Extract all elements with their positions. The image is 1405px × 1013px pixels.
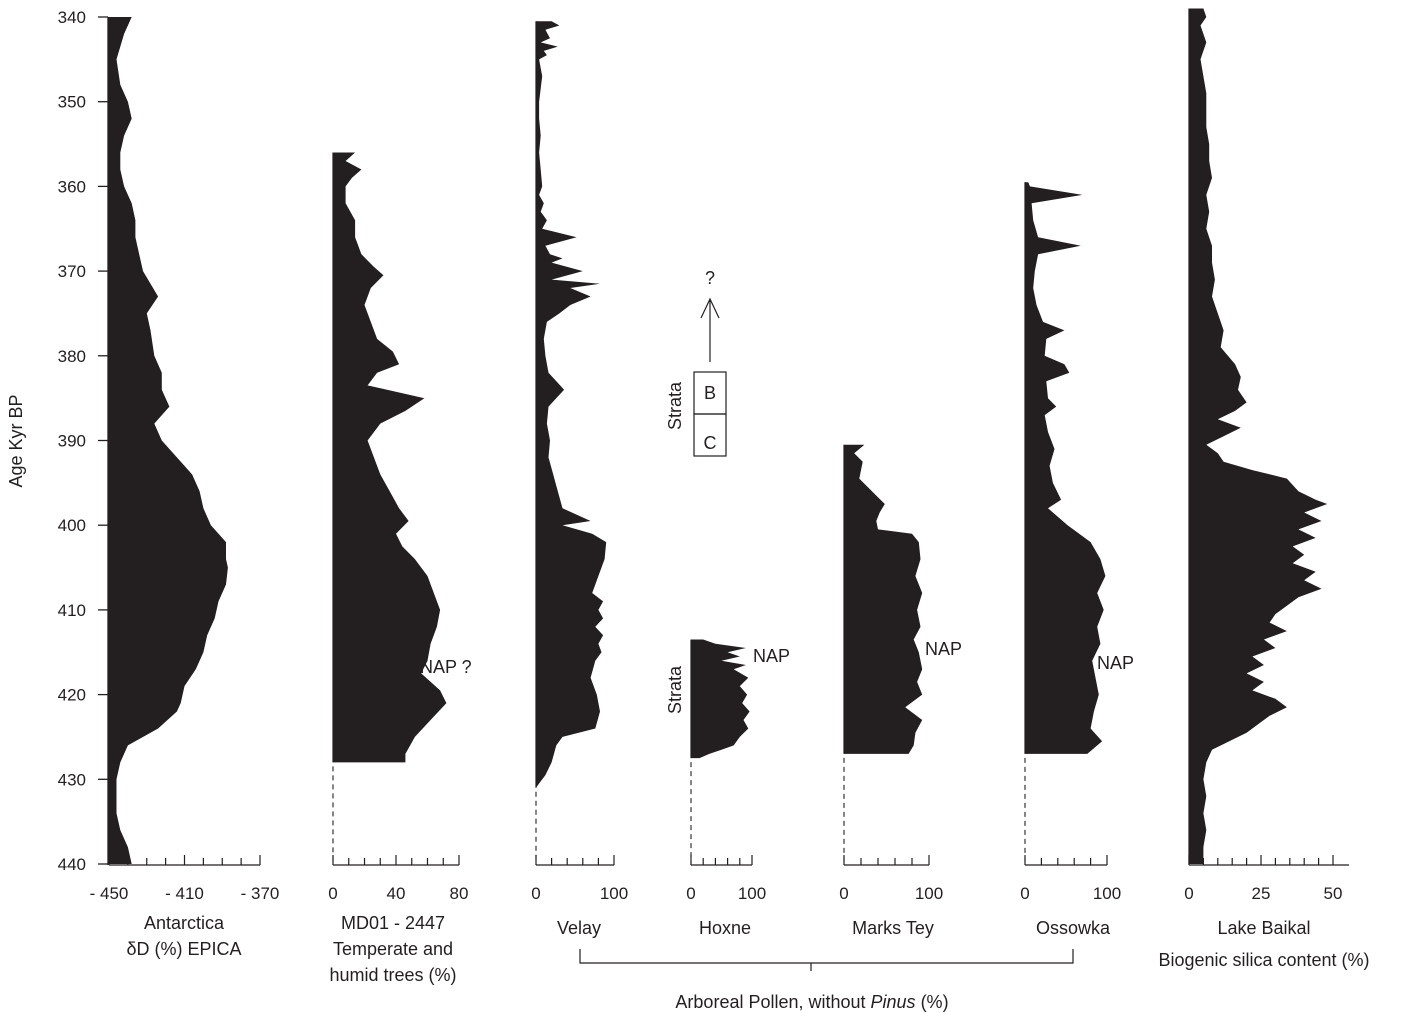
- epica-x-axis: - 450 - 410 - 370: [90, 17, 280, 903]
- md01-x-axis: 0 40 80: [328, 152, 469, 903]
- markstey-area: [844, 444, 923, 754]
- y-tick-label-5: 390: [58, 432, 86, 451]
- hoxne-area: [691, 639, 750, 759]
- ossowka-title: Ossowka: [1036, 918, 1111, 938]
- hoxne-x-tick-label-0: 0: [686, 884, 695, 903]
- baikal-x-axis: 0 25 50: [1184, 8, 1349, 903]
- markstey-title: Marks Tey: [852, 918, 934, 938]
- strata-box: ? B C Strata: [665, 268, 727, 457]
- hoxne-x-tick-label-1: 100: [738, 884, 766, 903]
- md01-title-line-2: Temperate and: [333, 939, 453, 959]
- strata-question-mark: ?: [705, 268, 715, 288]
- markstey-x-axis: 0 100: [839, 444, 943, 903]
- y-tick-label-10: 440: [58, 855, 86, 874]
- md01-x-tick-label-0: 0: [328, 884, 337, 903]
- arboreal-pollen-label-prefix: Arboreal Pollen, without: [675, 992, 870, 1012]
- md01-area: [333, 152, 447, 763]
- hoxne-x-axis: 0 100: [686, 639, 766, 903]
- baikal-title-line-2: Biogenic silica content (%): [1158, 950, 1369, 970]
- arboreal-pollen-label-italic: Pinus: [871, 992, 916, 1012]
- y-tick-label-0: 340: [58, 8, 86, 27]
- epica-x-tick-label-0: - 450: [90, 884, 129, 903]
- panel-md01: 0 40 80 MD01 - 2447 Temperate and humid tr…: [328, 152, 472, 985]
- arboreal-pollen-label-suffix: (%): [916, 992, 949, 1012]
- ossowka-annotation: NAP: [1097, 653, 1134, 673]
- markstey-x-tick-label-1: 100: [915, 884, 943, 903]
- ossowka-area: [1025, 182, 1106, 754]
- md01-title-line-3: humid trees (%): [329, 965, 456, 985]
- panel-epica: - 450 - 410 - 370 Antarctica δD (%) EPICA: [90, 17, 280, 959]
- panel-markstey: 0 100 Marks Tey NAP: [839, 444, 962, 938]
- strata-box-b-label: B: [704, 383, 716, 403]
- hoxne-title: Hoxne: [699, 918, 751, 938]
- y-tick-label-6: 400: [58, 516, 86, 535]
- arboreal-pollen-bracket: Arboreal Pollen, without Pinus (%): [579, 949, 1074, 1012]
- y-axis-label: Age Kyr BP: [6, 394, 26, 487]
- y-axis-ticks: 340 350 360 370 380 390 400 410 420 430 440: [58, 8, 108, 874]
- y-tick-label-3: 370: [58, 262, 86, 281]
- baikal-area: [1189, 8, 1328, 864]
- y-tick-label-7: 410: [58, 601, 86, 620]
- panel-baikal: 0 25 50 Lake Baikal Biogenic silica conten…: [1158, 8, 1370, 970]
- hoxne-strata-label: Strata: [665, 665, 685, 714]
- y-axis: 340 350 360 370 380 390 400 410 420 430 440 Age Ky…: [6, 8, 109, 874]
- epica-title-line-2: δD (%) EPICA: [126, 939, 241, 959]
- panel-velay: 0 100 Velay: [531, 21, 628, 938]
- y-tick-label-1: 350: [58, 93, 86, 112]
- y-tick-label-4: 380: [58, 347, 86, 366]
- bracket-line: [579, 949, 1074, 971]
- baikal-title-line-1: Lake Baikal: [1217, 918, 1310, 938]
- velay-x-tick-label-0: 0: [531, 884, 540, 903]
- ossowka-x-tick-label-1: 100: [1093, 884, 1121, 903]
- panel-hoxne: 0 100 Hoxne NAP Strata: [665, 639, 790, 938]
- md01-x-tick-label-1: 40: [387, 884, 406, 903]
- markstey-x-tick-label-0: 0: [839, 884, 848, 903]
- y-tick-label-9: 430: [58, 770, 86, 789]
- panel-ossowka: 0 100 Ossowka NAP: [1020, 182, 1134, 938]
- arboreal-pollen-label: Arboreal Pollen, without Pinus (%): [675, 992, 948, 1012]
- strata-box-c-label: C: [704, 433, 717, 453]
- velay-title: Velay: [557, 918, 601, 938]
- velay-x-tick-label-1: 100: [600, 884, 628, 903]
- epica-x-tick-label-1: - 410: [165, 884, 204, 903]
- md01-annotation: NAP ?: [420, 657, 472, 677]
- epica-x-tick-label-2: - 370: [241, 884, 280, 903]
- strata-box-c: [693, 413, 727, 457]
- epica-title-line-1: Antarctica: [144, 913, 225, 933]
- baikal-x-tick-label-2: 50: [1324, 884, 1343, 903]
- md01-x-tick-label-2: 80: [450, 884, 469, 903]
- velay-area: [536, 21, 607, 788]
- y-tick-label-2: 360: [58, 177, 86, 196]
- strata-box-label: Strata: [665, 381, 685, 430]
- baikal-x-tick-label-0: 0: [1184, 884, 1193, 903]
- y-tick-label-8: 420: [58, 686, 86, 705]
- baikal-x-tick-label-1: 25: [1252, 884, 1271, 903]
- strata-arrow-head: [700, 297, 720, 319]
- markstey-annotation: NAP: [925, 639, 962, 659]
- md01-title-line-1: MD01 - 2447: [341, 913, 445, 933]
- hoxne-annotation: NAP: [753, 646, 790, 666]
- epica-area: [109, 17, 228, 864]
- velay-x-axis: 0 100: [531, 21, 628, 903]
- ossowka-x-axis: 0 100: [1020, 182, 1121, 903]
- ossowka-x-tick-label-0: 0: [1020, 884, 1029, 903]
